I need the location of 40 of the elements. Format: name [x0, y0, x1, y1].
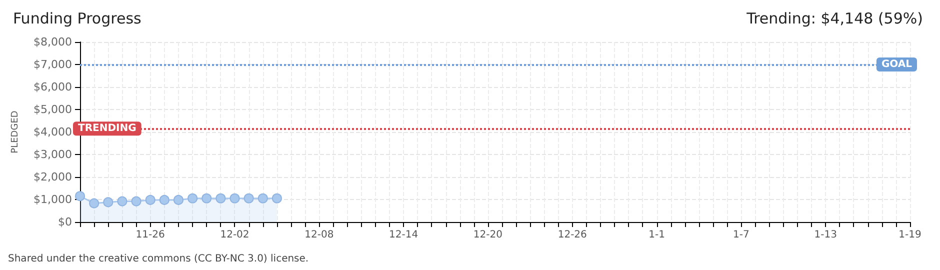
point: [244, 193, 254, 204]
point: [272, 193, 282, 204]
point: [103, 197, 114, 208]
ref-line-label: TRENDING: [78, 123, 136, 134]
chart-subtitle: Trending: $4,148 (59%): [746, 10, 924, 28]
y-axis-title: PLEDGED: [10, 110, 20, 154]
point: [188, 193, 198, 204]
text: Shared under the creative commons (CC BY-NC 3.0) license.: [8, 254, 309, 264]
y-tick-label: $5,000: [34, 103, 72, 116]
y-tick-label: $7,000: [34, 58, 72, 71]
x-tick-label: 12-20: [473, 230, 502, 240]
point: [216, 193, 226, 204]
x-tick-label: 12-14: [389, 230, 418, 240]
x-tick-label: 12-08: [304, 230, 334, 240]
y-tick-label: $3,000: [34, 148, 72, 161]
point: [230, 193, 240, 204]
x-tick-label: 1-13: [814, 230, 837, 240]
ref-line-label: GOAL: [881, 59, 913, 70]
y-tick-label: $4,000: [34, 126, 72, 138]
y-tick-label: $8,000: [34, 36, 72, 48]
x-tick-label: 12-26: [558, 230, 587, 240]
point: [131, 196, 142, 206]
point: [145, 194, 156, 205]
point: [117, 196, 128, 206]
x-tick-label: 1-19: [898, 230, 922, 240]
x-tick-label: 11-26: [136, 230, 165, 240]
point: [75, 191, 85, 202]
y-tick-label: $1,000: [34, 193, 72, 206]
y-tick-label: $2,000: [34, 170, 72, 184]
x-tick-label: 1-1: [648, 230, 665, 240]
chart-title: Funding Progress: [13, 10, 142, 28]
y-tick-label: $0: [58, 216, 72, 228]
point: [202, 193, 212, 204]
point: [258, 193, 268, 204]
y-tick-label: $6,000: [34, 80, 72, 94]
point: [159, 194, 170, 205]
x-tick-label: 1-7: [733, 230, 750, 240]
x-tick-label: 12-02: [220, 230, 250, 240]
point: [89, 198, 100, 208]
point: [173, 194, 184, 205]
